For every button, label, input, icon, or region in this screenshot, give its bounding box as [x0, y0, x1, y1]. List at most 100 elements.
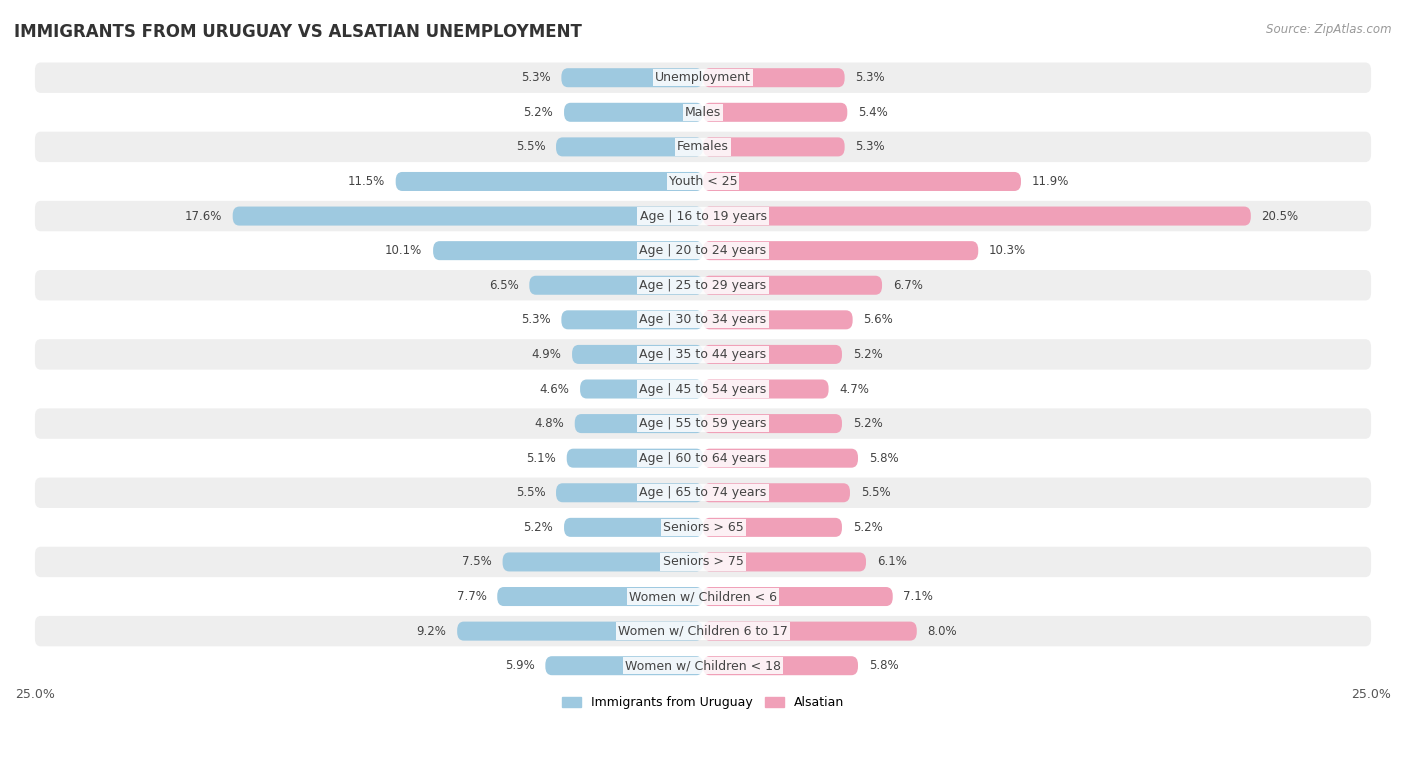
- Text: Age | 60 to 64 years: Age | 60 to 64 years: [640, 452, 766, 465]
- Text: 10.3%: 10.3%: [988, 245, 1026, 257]
- Text: Seniors > 75: Seniors > 75: [662, 556, 744, 569]
- FancyBboxPatch shape: [35, 167, 1371, 197]
- FancyBboxPatch shape: [581, 379, 703, 398]
- FancyBboxPatch shape: [564, 103, 703, 122]
- FancyBboxPatch shape: [703, 449, 858, 468]
- Text: 5.3%: 5.3%: [522, 313, 551, 326]
- FancyBboxPatch shape: [555, 137, 703, 157]
- Text: Women w/ Children < 6: Women w/ Children < 6: [628, 590, 778, 603]
- FancyBboxPatch shape: [703, 656, 858, 675]
- FancyBboxPatch shape: [575, 414, 703, 433]
- Text: IMMIGRANTS FROM URUGUAY VS ALSATIAN UNEMPLOYMENT: IMMIGRANTS FROM URUGUAY VS ALSATIAN UNEM…: [14, 23, 582, 41]
- FancyBboxPatch shape: [35, 270, 1371, 301]
- Text: 5.5%: 5.5%: [516, 140, 546, 154]
- FancyBboxPatch shape: [35, 581, 1371, 612]
- FancyBboxPatch shape: [703, 379, 828, 398]
- Text: 5.9%: 5.9%: [505, 659, 534, 672]
- Text: 5.3%: 5.3%: [855, 140, 884, 154]
- Text: 6.5%: 6.5%: [489, 279, 519, 291]
- Text: 4.6%: 4.6%: [540, 382, 569, 395]
- Text: Women w/ Children 6 to 17: Women w/ Children 6 to 17: [619, 625, 787, 637]
- Text: Males: Males: [685, 106, 721, 119]
- Text: 8.0%: 8.0%: [928, 625, 957, 637]
- FancyBboxPatch shape: [35, 408, 1371, 439]
- FancyBboxPatch shape: [433, 241, 703, 260]
- FancyBboxPatch shape: [35, 97, 1371, 127]
- FancyBboxPatch shape: [35, 339, 1371, 369]
- FancyBboxPatch shape: [546, 656, 703, 675]
- FancyBboxPatch shape: [703, 207, 1251, 226]
- Text: 5.3%: 5.3%: [522, 71, 551, 84]
- Text: 5.6%: 5.6%: [863, 313, 893, 326]
- Text: 5.2%: 5.2%: [852, 348, 883, 361]
- FancyBboxPatch shape: [561, 68, 703, 87]
- FancyBboxPatch shape: [35, 304, 1371, 335]
- FancyBboxPatch shape: [35, 443, 1371, 473]
- FancyBboxPatch shape: [703, 137, 845, 157]
- Text: 7.5%: 7.5%: [463, 556, 492, 569]
- FancyBboxPatch shape: [703, 414, 842, 433]
- Text: 6.1%: 6.1%: [877, 556, 907, 569]
- FancyBboxPatch shape: [572, 345, 703, 364]
- Text: 10.1%: 10.1%: [385, 245, 422, 257]
- Legend: Immigrants from Uruguay, Alsatian: Immigrants from Uruguay, Alsatian: [557, 691, 849, 714]
- FancyBboxPatch shape: [395, 172, 703, 191]
- FancyBboxPatch shape: [498, 587, 703, 606]
- Text: 5.3%: 5.3%: [855, 71, 884, 84]
- FancyBboxPatch shape: [703, 103, 848, 122]
- Text: 11.5%: 11.5%: [347, 175, 385, 188]
- Text: 5.2%: 5.2%: [523, 521, 554, 534]
- FancyBboxPatch shape: [703, 345, 842, 364]
- FancyBboxPatch shape: [703, 172, 1021, 191]
- FancyBboxPatch shape: [703, 621, 917, 640]
- Text: Age | 20 to 24 years: Age | 20 to 24 years: [640, 245, 766, 257]
- FancyBboxPatch shape: [232, 207, 703, 226]
- Text: Women w/ Children < 18: Women w/ Children < 18: [626, 659, 780, 672]
- FancyBboxPatch shape: [35, 547, 1371, 577]
- Text: Age | 35 to 44 years: Age | 35 to 44 years: [640, 348, 766, 361]
- Text: 11.9%: 11.9%: [1032, 175, 1069, 188]
- FancyBboxPatch shape: [35, 512, 1371, 543]
- Text: 4.8%: 4.8%: [534, 417, 564, 430]
- FancyBboxPatch shape: [703, 310, 852, 329]
- Text: Source: ZipAtlas.com: Source: ZipAtlas.com: [1267, 23, 1392, 36]
- Text: 5.4%: 5.4%: [858, 106, 887, 119]
- Text: 4.7%: 4.7%: [839, 382, 869, 395]
- FancyBboxPatch shape: [703, 68, 845, 87]
- Text: 17.6%: 17.6%: [184, 210, 222, 223]
- Text: 5.8%: 5.8%: [869, 452, 898, 465]
- Text: Age | 45 to 54 years: Age | 45 to 54 years: [640, 382, 766, 395]
- FancyBboxPatch shape: [35, 63, 1371, 93]
- FancyBboxPatch shape: [703, 587, 893, 606]
- Text: Age | 55 to 59 years: Age | 55 to 59 years: [640, 417, 766, 430]
- FancyBboxPatch shape: [703, 483, 851, 503]
- FancyBboxPatch shape: [703, 276, 882, 294]
- Text: 5.8%: 5.8%: [869, 659, 898, 672]
- Text: 5.2%: 5.2%: [852, 417, 883, 430]
- FancyBboxPatch shape: [564, 518, 703, 537]
- FancyBboxPatch shape: [35, 132, 1371, 162]
- FancyBboxPatch shape: [35, 616, 1371, 646]
- Text: Age | 25 to 29 years: Age | 25 to 29 years: [640, 279, 766, 291]
- Text: Unemployment: Unemployment: [655, 71, 751, 84]
- FancyBboxPatch shape: [703, 553, 866, 572]
- FancyBboxPatch shape: [561, 310, 703, 329]
- FancyBboxPatch shape: [502, 553, 703, 572]
- FancyBboxPatch shape: [35, 374, 1371, 404]
- Text: 7.1%: 7.1%: [904, 590, 934, 603]
- FancyBboxPatch shape: [703, 241, 979, 260]
- Text: 9.2%: 9.2%: [416, 625, 447, 637]
- FancyBboxPatch shape: [35, 201, 1371, 232]
- FancyBboxPatch shape: [555, 483, 703, 503]
- Text: Seniors > 65: Seniors > 65: [662, 521, 744, 534]
- Text: Age | 65 to 74 years: Age | 65 to 74 years: [640, 486, 766, 500]
- FancyBboxPatch shape: [35, 478, 1371, 508]
- Text: Age | 16 to 19 years: Age | 16 to 19 years: [640, 210, 766, 223]
- FancyBboxPatch shape: [35, 650, 1371, 681]
- Text: Age | 30 to 34 years: Age | 30 to 34 years: [640, 313, 766, 326]
- FancyBboxPatch shape: [567, 449, 703, 468]
- FancyBboxPatch shape: [457, 621, 703, 640]
- Text: 5.2%: 5.2%: [523, 106, 554, 119]
- Text: 5.2%: 5.2%: [852, 521, 883, 534]
- FancyBboxPatch shape: [703, 518, 842, 537]
